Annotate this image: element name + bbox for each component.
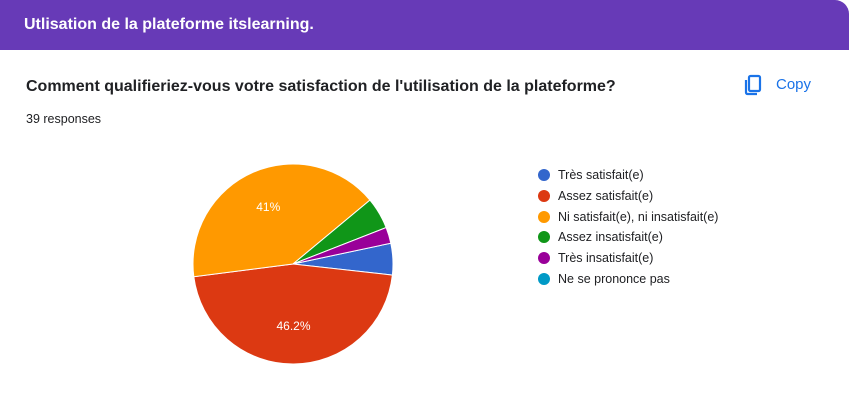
question-title: Comment qualifieriez-vous votre satisfac… <box>26 78 616 95</box>
chart-legend: Très satisfait(e) Assez satisfait(e) Ni sa… <box>538 165 718 289</box>
response-count: 39 responses <box>26 112 102 126</box>
pie-slice-2 <box>192 163 371 278</box>
pie-slice-1 <box>193 263 393 365</box>
legend-swatch-1 <box>538 190 550 203</box>
legend-label-0: Très satisfait(e) <box>558 168 644 183</box>
legend-item-0: Très satisfait(e) <box>538 165 718 186</box>
legend-item-2: Ni satisfait(e), ni insatisfait(e) <box>538 206 718 227</box>
copy-icon <box>741 73 765 97</box>
legend-item-5: Ne se prononce pas <box>538 268 718 289</box>
legend-swatch-3 <box>538 231 550 244</box>
legend-label-4: Très insatisfait(e) <box>558 251 654 266</box>
legend-label-1: Assez satisfait(e) <box>558 189 654 204</box>
pie-slice-4 <box>292 226 392 265</box>
legend-label-5: Ne se prononce pas <box>558 271 670 286</box>
legend-item-4: Très insatisfait(e) <box>538 248 718 269</box>
form-title: Utlisation de la plateforme itslearning. <box>24 16 314 33</box>
legend-swatch-5 <box>538 272 550 285</box>
form-header: Utlisation de la plateforme itslearning. <box>0 0 849 50</box>
slice-data-label-2: 41% <box>256 200 280 214</box>
legend-item-1: Assez satisfait(e) <box>538 186 718 207</box>
legend-swatch-0 <box>538 169 550 182</box>
copy-label: Copy <box>776 76 812 93</box>
copy-button[interactable]: Copy <box>741 70 811 100</box>
legend-swatch-2 <box>538 210 550 223</box>
legend-swatch-4 <box>538 252 550 265</box>
legend-label-3: Assez insatisfait(e) <box>558 230 663 245</box>
legend-label-2: Ni satisfait(e), ni insatisfait(e) <box>558 209 719 224</box>
legend-item-3: Assez insatisfait(e) <box>538 227 718 248</box>
slice-data-label-1: 46.2% <box>277 319 311 333</box>
